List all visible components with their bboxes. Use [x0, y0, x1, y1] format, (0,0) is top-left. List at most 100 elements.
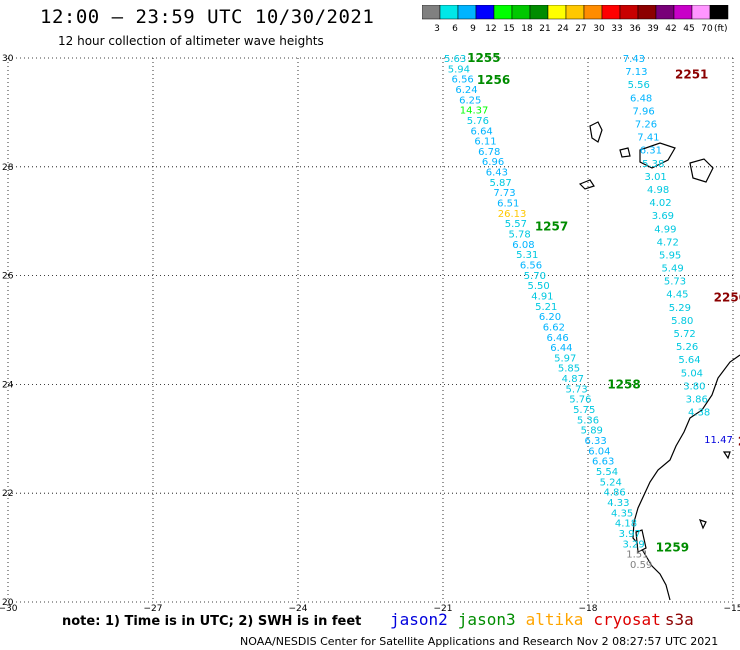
swh-label: 5.73 — [565, 384, 587, 395]
colorbar-tick-label: 12 — [485, 24, 496, 34]
island-el-hierro — [578, 179, 595, 190]
swh-label: 3.01 — [645, 172, 667, 183]
time-label: 1255 — [467, 51, 500, 65]
swh-label: 3.29 — [622, 539, 644, 550]
colorbar-unit-label: (ft) — [714, 24, 728, 34]
swh-label: 5.38 — [642, 159, 664, 170]
swh-label: 4.72 — [657, 237, 679, 248]
y-tick-label: 28 — [2, 163, 14, 173]
swh-label: 5.36 — [577, 415, 599, 426]
swh-label: 5.85 — [558, 364, 580, 375]
swh-label: 5.49 — [661, 264, 683, 275]
swh-label: 4.33 — [607, 498, 629, 509]
swh-label: 3.69 — [652, 211, 674, 222]
colorbar-tick-label: 33 — [611, 24, 622, 34]
colorbar-tick-label: 42 — [665, 24, 676, 34]
y-tick-label: 24 — [2, 380, 14, 390]
swh-label: 4.86 — [603, 488, 625, 499]
swh-label: 7.73 — [493, 188, 515, 199]
swh-label: 6.24 — [455, 85, 477, 96]
swh-label: 7.43 — [623, 54, 645, 65]
island-la-gomera — [619, 147, 631, 158]
swh-label: 6.78 — [478, 147, 500, 158]
swh-label: 5.29 — [669, 303, 691, 314]
colorbar-tick-label: 18 — [521, 24, 533, 34]
credit-line: NOAA/NESDIS Center for Satellite Applica… — [240, 635, 719, 648]
mission-cryosat: cryosat — [593, 610, 661, 629]
time-label: 2250 — [714, 290, 740, 304]
swh-label: 3.86 — [686, 395, 708, 406]
colorbar-tick-label: 39 — [647, 24, 659, 34]
swh-label: 14.37 — [460, 106, 489, 117]
colorbar-tick-label: 24 — [557, 24, 569, 34]
axis-layer: −30 −27 −24 −21 −18 −15 20 22 24 26 28 30 — [0, 54, 740, 614]
swh-label: 5.26 — [676, 342, 698, 353]
swh-label: 6.44 — [550, 343, 572, 354]
colorbar-tick-label: 70 — [701, 24, 713, 34]
swh-label: 4.99 — [654, 224, 676, 235]
african-coast — [632, 354, 740, 601]
swh-label: 6.43 — [486, 168, 508, 179]
swh-label: 5.73 — [664, 277, 686, 288]
cape-blanc-peninsula — [635, 529, 647, 553]
x-tick-label: −24 — [289, 604, 308, 614]
swh-label: 4.87 — [562, 374, 584, 385]
island-tenerife — [639, 142, 676, 169]
colorbar-tick-label: 30 — [593, 24, 605, 34]
swh-label: 5.87 — [490, 178, 512, 189]
swh-label: 6.46 — [546, 333, 568, 344]
mission-altika: altika — [525, 610, 584, 629]
swh-label: 6.20 — [539, 312, 561, 323]
swh-label: 11.47 — [704, 435, 733, 446]
island-la-palma — [589, 121, 603, 143]
swh-label: 4.18 — [615, 519, 637, 530]
x-tick-label: −18 — [579, 604, 598, 614]
swh-label: 5.31 — [516, 250, 538, 261]
coastline-layer — [578, 121, 740, 601]
y-tick-label: 20 — [2, 598, 14, 608]
swh-label: 6.31 — [640, 146, 662, 157]
grid-layer — [7, 57, 734, 603]
y-tick-label: 26 — [2, 272, 14, 282]
swh-label: 4.45 — [666, 290, 688, 301]
swh-label: 6.63 — [592, 457, 614, 468]
swh-label: 4.02 — [649, 198, 671, 209]
swh-label: 6.56 — [520, 260, 542, 271]
swh-label: 6.56 — [452, 75, 474, 86]
swh-label: 6.64 — [471, 126, 493, 137]
time-label: 1258 — [607, 377, 640, 391]
swh-label: 4.98 — [647, 185, 669, 196]
swh-label: 26.13 — [498, 209, 527, 220]
island-small-2 — [722, 451, 731, 460]
swh-label: 7.13 — [625, 67, 647, 78]
swh-label: 5.64 — [678, 355, 700, 366]
colorbar-tick-label: 27 — [575, 24, 586, 34]
colorbar-swatch — [709, 5, 729, 20]
colorbar-tick-label: 3 — [434, 24, 440, 34]
swh-label: 4.91 — [531, 291, 553, 302]
island-small — [698, 519, 707, 530]
swh-label: 5.04 — [681, 368, 703, 379]
colorbar-tick-label: 21 — [539, 24, 550, 34]
swh-label: 5.80 — [671, 316, 693, 327]
swh-label: 5.63 — [444, 54, 466, 65]
swh-label: 6.96 — [482, 157, 504, 168]
mission-s3a: s3a — [664, 610, 694, 629]
time-label-layer: 1255 1256 1257 1258 1259 2251 2250 23 — [467, 51, 740, 555]
time-label: 2251 — [675, 67, 708, 81]
swh-label: 5.54 — [596, 467, 618, 478]
swh-label: 6.25 — [459, 95, 481, 106]
swh-label: 6.62 — [543, 322, 565, 333]
footer-note: note: 1) Time is in UTC; 2) SWH is in fe… — [62, 614, 362, 629]
swh-label: 3.97 — [619, 529, 641, 540]
swh-label: 5.21 — [535, 302, 557, 313]
y-tick-label: 30 — [2, 54, 14, 64]
swh-label: 6.33 — [584, 436, 606, 447]
mission-jason2: jason2 — [390, 610, 448, 629]
island-gran-canaria — [689, 158, 714, 183]
time-label: 23 — [738, 435, 740, 449]
swh-label: 5.24 — [600, 477, 622, 488]
time-label: 1257 — [535, 220, 568, 234]
swh-label: 5.56 — [628, 80, 650, 91]
